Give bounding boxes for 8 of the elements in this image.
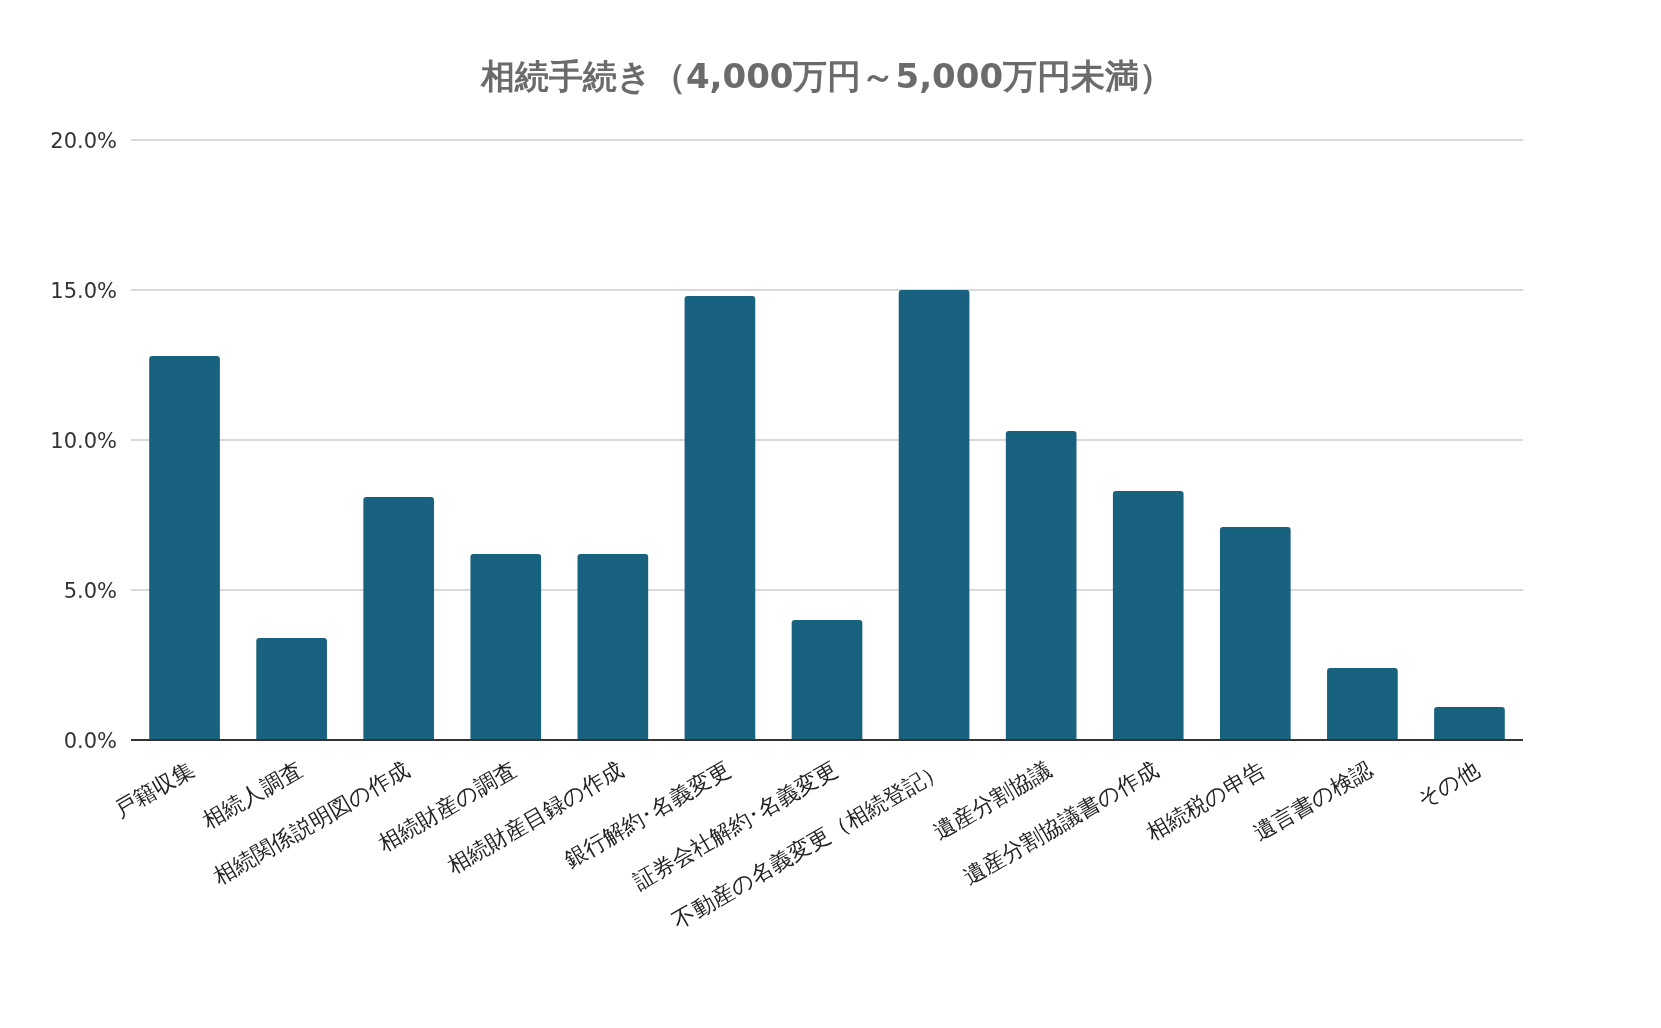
ytick: 15.0% (50, 279, 117, 303)
ytick: 5.0% (63, 579, 117, 603)
ytick: 10.0% (50, 429, 117, 453)
xtick: 戸籍収集 (110, 756, 200, 823)
ytick: 20.0% (50, 129, 117, 153)
title: 相続手続き（4,000万円～5,000万円未満） (480, 56, 1174, 96)
ytick: 0.0% (63, 729, 117, 753)
xtick: その他 (1412, 756, 1484, 813)
